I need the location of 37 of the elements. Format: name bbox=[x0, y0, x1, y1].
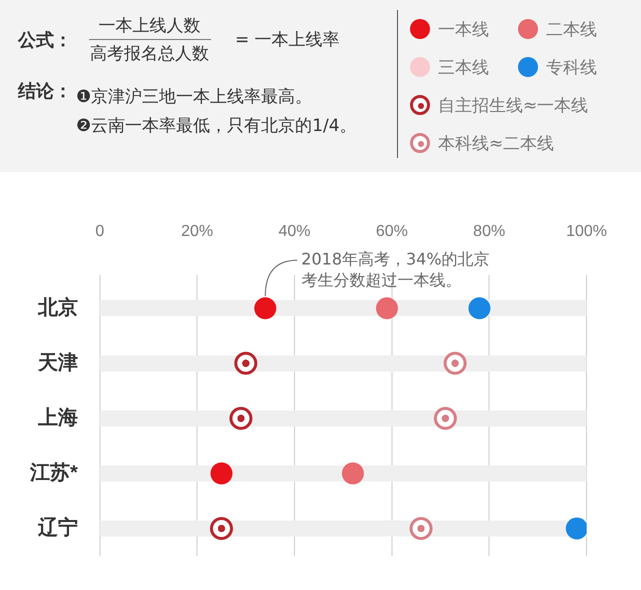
legend-label: 一本线 bbox=[438, 18, 489, 40]
point bbox=[210, 516, 233, 540]
y-tick-label: 辽宁 bbox=[36, 516, 78, 539]
point bbox=[444, 352, 467, 375]
y-tick-label: 北京 bbox=[36, 296, 78, 319]
point bbox=[434, 406, 457, 430]
text: ❷云南一本率最低，只有北京的1/4。 bbox=[76, 115, 357, 137]
point bbox=[410, 516, 433, 540]
text: 公式： bbox=[18, 28, 72, 52]
legend-label: 本科线≈二本线 bbox=[438, 132, 554, 154]
y-tick-label: 上海 bbox=[36, 406, 78, 429]
point bbox=[376, 297, 398, 320]
x-tick-label: 100% bbox=[566, 223, 607, 240]
point bbox=[254, 297, 276, 320]
x-tick-label: 80% bbox=[473, 223, 506, 240]
point bbox=[566, 517, 587, 540]
y-tick-label: 江苏* bbox=[28, 462, 78, 484]
legend-label: 专科线 bbox=[546, 56, 597, 78]
x-tick-label: 0 bbox=[95, 223, 104, 240]
text: 结论： bbox=[18, 80, 72, 104]
x-tick-label: 60% bbox=[376, 223, 408, 240]
point bbox=[234, 352, 258, 375]
text: ❶京津沪三地一本上线率最高。 bbox=[76, 86, 314, 108]
point bbox=[229, 406, 252, 430]
x-tick-label: 40% bbox=[278, 223, 310, 240]
legend-label: 三本线 bbox=[438, 56, 489, 78]
legend-label: 自主招生线≈一本线 bbox=[438, 94, 588, 116]
point bbox=[468, 297, 490, 320]
point bbox=[342, 462, 364, 484]
y-tick-label: 天津 bbox=[36, 352, 78, 374]
annotation: 2018年高考，34%的北京考生分数超过一本线。 bbox=[301, 249, 490, 290]
x-tick-label: 20% bbox=[181, 223, 214, 240]
text: = 一本上线率 bbox=[235, 29, 340, 51]
text: 一本上线人数 bbox=[88, 12, 210, 40]
point bbox=[210, 462, 232, 484]
text: 高考报名总人数 bbox=[89, 43, 210, 66]
legend-label: 二本线 bbox=[546, 18, 597, 40]
